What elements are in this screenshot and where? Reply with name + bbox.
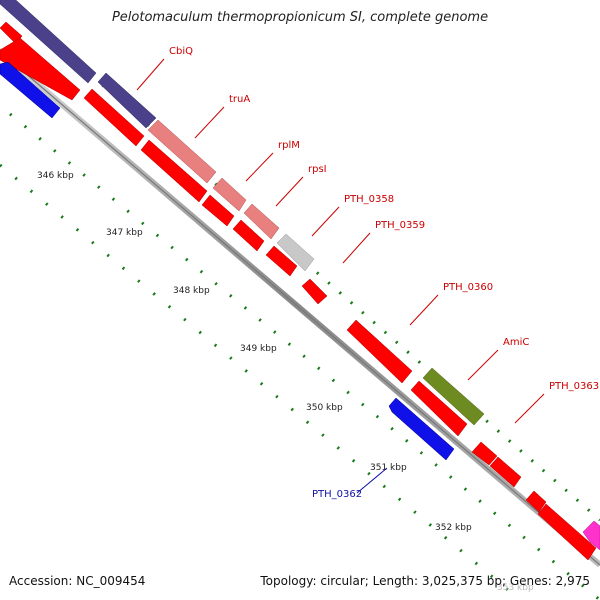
gene-label[interactable]: PTH_0358 [344, 194, 394, 205]
gene-amic-arrow[interactable] [422, 367, 485, 426]
gene-red-8[interactable] [301, 278, 328, 305]
backbone [0, 47, 600, 568]
middle-dot-track [9, 112, 600, 600]
gene-label-leader [275, 176, 304, 207]
gene-pth0358-arrow[interactable] [276, 233, 315, 272]
gene-cbiq-arrow[interactable] [0, 0, 97, 84]
gene-red-5[interactable] [201, 194, 235, 227]
scale-label: 353 kbp [497, 583, 534, 593]
gene-rplm-arrow[interactable] [147, 119, 217, 184]
gene-label-leader [514, 393, 545, 424]
map-title: Pelotomaculum thermopropionicum SI, comp… [111, 10, 489, 25]
gene-rpsi2-arrow[interactable] [243, 203, 280, 240]
gene-red-9[interactable] [346, 319, 413, 384]
gene-label[interactable]: PTH_0360 [443, 282, 493, 293]
gene-magenta-arrow[interactable] [582, 520, 600, 551]
gene-red-6[interactable] [232, 219, 265, 252]
scale-label: 346 kbp [37, 171, 74, 181]
gene-label-leader [136, 58, 165, 91]
gene-label-leader [245, 152, 274, 182]
gene-red-2[interactable] [0, 37, 81, 101]
gene-red-4[interactable] [140, 139, 208, 203]
gene-label[interactable]: CbiQ [169, 46, 193, 57]
scale-label: 350 kbp [306, 403, 343, 413]
gene-label[interactable]: rpsI [308, 164, 327, 175]
gene-rpsi-arrow[interactable] [212, 177, 247, 212]
gene-red-3[interactable] [83, 88, 145, 147]
gene-label[interactable]: PTH_0362 [312, 489, 362, 500]
gene-red-1[interactable] [0, 21, 23, 45]
gene-features [0, 0, 600, 561]
gene-labels: CbiQ truA rplM rpsI PTH_0358 PTH_0359 PTH_0360… [136, 46, 599, 500]
gene-pth0362-arrow[interactable] [388, 397, 455, 461]
gene-label-leader [409, 294, 439, 326]
gene-red-10[interactable] [410, 380, 468, 437]
gene-red-11[interactable] [471, 441, 498, 466]
gene-label[interactable]: PTH_0363 [549, 381, 599, 392]
gene-blue-1[interactable] [0, 61, 61, 119]
gene-label[interactable]: truA [229, 94, 250, 105]
gene-truA-arrow[interactable] [97, 72, 157, 129]
gene-label-leader [356, 467, 388, 494]
gene-red-13[interactable] [525, 490, 547, 513]
gene-label-leader [194, 106, 225, 139]
gene-label[interactable]: PTH_0359 [375, 220, 425, 231]
scale-label: 352 kbp [435, 523, 472, 533]
gene-label-leader [467, 349, 499, 381]
gene-label-leader [311, 206, 340, 237]
topology-text: Topology: circular; Length: 3,025,375 bp… [260, 574, 590, 588]
scale-labels: 346 kbp 347 kbp 348 kbp 349 kbp 350 kbp 351 k… [37, 171, 534, 593]
scale-label: 347 kbp [106, 228, 143, 238]
scale-label: 349 kbp [240, 344, 277, 354]
gene-label[interactable]: AmiC [503, 337, 529, 348]
accession-text: Accession: NC_009454 [9, 574, 146, 588]
gene-label[interactable]: rplM [278, 140, 300, 151]
scale-label: 351 kbp [370, 463, 407, 473]
scale-label: 348 kbp [173, 286, 210, 296]
gene-red-12[interactable] [489, 456, 522, 488]
gene-red-14[interactable] [537, 503, 597, 561]
gene-label-leader [342, 232, 371, 264]
gene-red-7[interactable] [265, 245, 298, 277]
